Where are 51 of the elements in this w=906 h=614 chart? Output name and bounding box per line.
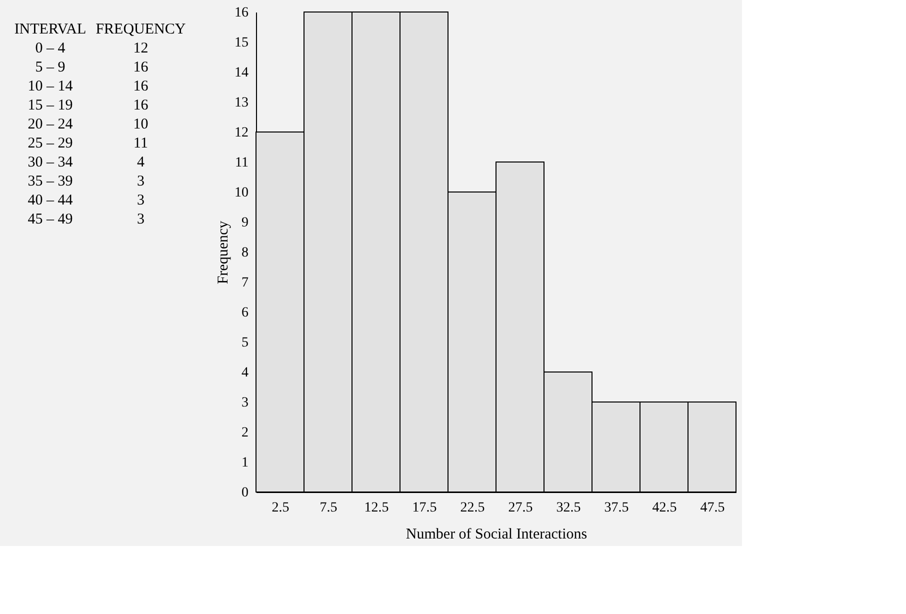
- x-tick-label: 12.5: [364, 500, 389, 516]
- text: 4: [136, 154, 145, 170]
- x-tick-label: 7.5: [320, 500, 338, 516]
- x-tick-label: 37.5: [604, 500, 629, 516]
- y-axis-title: Frequency: [216, 220, 232, 284]
- y-tick-label: 12: [234, 126, 248, 140]
- y-tick-label: 0: [242, 486, 248, 500]
- y-tick-label: 13: [234, 96, 248, 110]
- x-axis-title: Number of Social Interactions: [406, 526, 588, 542]
- text: 20 – 24: [28, 116, 74, 132]
- text: FREQUENCY: [96, 22, 186, 38]
- text: 16: [133, 78, 149, 94]
- text: 5 – 9: [35, 60, 66, 76]
- y-tick-label: 10: [234, 186, 248, 200]
- x-tick-label: 47.5: [700, 500, 725, 516]
- y-tick-label: 8: [242, 246, 248, 260]
- x-tick-label: 22.5: [460, 500, 485, 516]
- text: 45 – 49: [28, 212, 73, 228]
- y-tick-label: 2: [242, 426, 248, 440]
- text: 3: [136, 212, 144, 228]
- text: INTERVAL: [14, 22, 86, 38]
- x-tick-label: 27.5: [508, 500, 533, 516]
- y-tick-label: 4: [242, 366, 248, 380]
- text: 35 – 39: [28, 174, 73, 190]
- text: 10 – 14: [28, 78, 74, 94]
- y-tick-label: 16: [234, 6, 248, 20]
- y-tick-label: 11: [235, 156, 248, 170]
- text: 11: [133, 136, 148, 152]
- text: 0 – 4: [35, 40, 66, 56]
- text: 10: [133, 116, 148, 132]
- x-tick-label: 17.5: [412, 500, 437, 516]
- text: 3: [136, 174, 144, 190]
- y-tick-label: 7: [242, 276, 248, 290]
- y-tick-label: 5: [242, 336, 248, 350]
- y-tick-label: 6: [242, 306, 248, 320]
- text: 30 – 34: [28, 154, 74, 170]
- y-tick-label: 1: [242, 456, 248, 470]
- text: 12: [133, 40, 148, 56]
- y-tick-label: 15: [234, 36, 248, 50]
- x-tick-label: 2.5: [272, 500, 290, 516]
- text: 15 – 19: [28, 98, 73, 114]
- x-tick-label: 32.5: [556, 500, 581, 516]
- y-tick-label: 9: [242, 216, 248, 230]
- text: 3: [136, 192, 144, 208]
- y-tick-label: 3: [242, 396, 248, 410]
- y-tick-label: 14: [234, 66, 248, 80]
- text: 25 – 29: [28, 136, 73, 152]
- text: 16: [133, 98, 149, 114]
- text: 16: [133, 60, 149, 76]
- text: 40 – 44: [28, 192, 74, 208]
- x-tick-label: 42.5: [652, 500, 677, 516]
